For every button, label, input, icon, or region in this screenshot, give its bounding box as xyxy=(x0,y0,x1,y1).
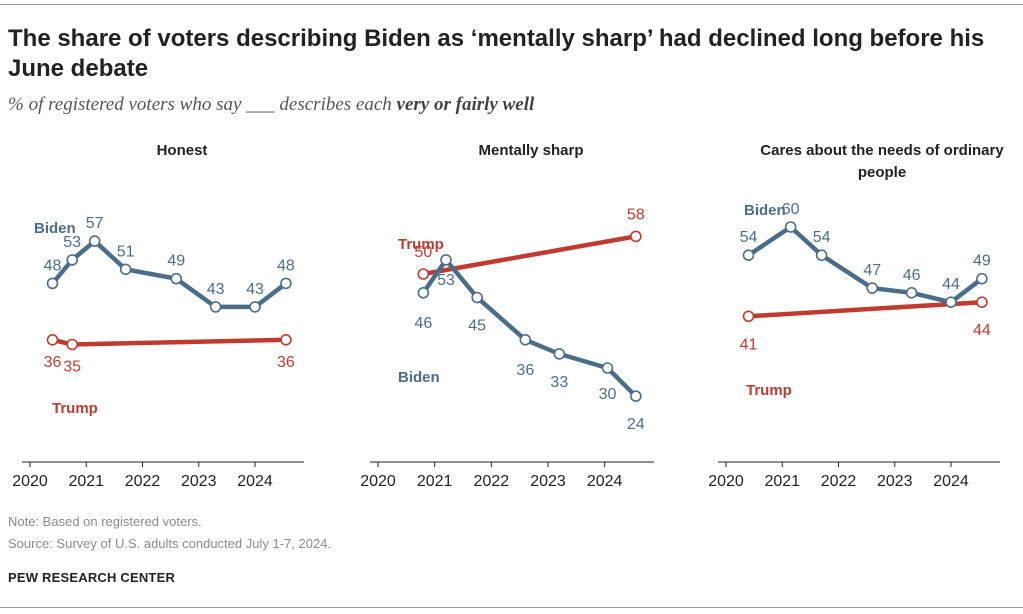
biden-point xyxy=(119,263,132,276)
biden-data-label: 53 xyxy=(437,272,455,289)
biden-data-label: 46 xyxy=(414,315,432,332)
biden-data-label: 43 xyxy=(246,281,264,298)
brand-text: PEW RESEARCH CENTER xyxy=(8,570,176,585)
biden-data-label: 60 xyxy=(782,201,800,218)
trump-point xyxy=(630,230,642,243)
trump-data-label: 44 xyxy=(973,322,991,339)
trump-data-label: 36 xyxy=(44,354,62,371)
trump-point xyxy=(280,333,292,346)
x-tick-label: 2020 xyxy=(708,473,744,490)
biden-point xyxy=(866,282,879,294)
x-tick-label: 2023 xyxy=(877,473,913,490)
biden-series-label: Biden xyxy=(398,369,440,386)
trump-point xyxy=(66,338,78,351)
panel-title-cares: Cares about the needs of ordinary people xyxy=(760,142,1004,181)
biden-point xyxy=(815,249,828,261)
biden-data-label: 24 xyxy=(627,416,645,433)
biden-data-label: 54 xyxy=(813,229,831,246)
biden-data-label: 54 xyxy=(740,229,758,246)
biden-series-label: Biden xyxy=(744,202,786,219)
trump-point xyxy=(417,268,430,280)
trump-series-label: Trump xyxy=(52,400,98,417)
trump-series-label: Trump xyxy=(746,382,792,399)
panel-title-honest: Honest xyxy=(156,142,208,159)
trump-point xyxy=(46,333,59,346)
x-tick-label: 2021 xyxy=(417,473,453,490)
biden-data-label: 44 xyxy=(942,276,960,293)
x-tick-label: 2022 xyxy=(474,473,510,490)
x-tick-label: 2021 xyxy=(764,473,800,490)
biden-data-label: 57 xyxy=(86,215,104,232)
trump-data-label: 50 xyxy=(414,244,432,261)
bottom-rule xyxy=(0,607,1023,608)
x-tick-label: 2024 xyxy=(237,473,273,490)
biden-data-label: 45 xyxy=(468,318,486,335)
x-tick-label: 2022 xyxy=(821,473,857,490)
biden-data-label: 53 xyxy=(63,234,81,251)
x-tick-label: 2023 xyxy=(530,473,566,490)
biden-data-label: 43 xyxy=(207,281,225,298)
trump-data-label: 58 xyxy=(627,206,645,223)
x-tick-label: 2023 xyxy=(181,473,217,490)
x-tick-label: 2024 xyxy=(933,473,969,490)
biden-point xyxy=(170,272,183,285)
trump-point xyxy=(742,310,755,323)
biden-point xyxy=(88,235,101,247)
source-text: Source: Survey of U.S. adults conducted … xyxy=(8,536,332,551)
subtitle-emphasis: very or fairly well xyxy=(396,94,535,115)
trump-line xyxy=(746,299,985,319)
biden-data-label: 48 xyxy=(44,257,62,274)
biden-point xyxy=(945,296,957,309)
biden-data-label: 48 xyxy=(277,257,295,274)
biden-point xyxy=(976,272,988,285)
biden-point xyxy=(280,277,292,290)
biden-data-label: 49 xyxy=(973,253,991,270)
trump-line xyxy=(421,234,639,277)
chart-subtitle: % of registered voters who say ___ descr… xyxy=(8,94,534,116)
biden-data-label: 33 xyxy=(550,374,568,391)
biden-data-label: 30 xyxy=(599,386,617,403)
x-tick-label: 2022 xyxy=(125,473,161,490)
biden-point xyxy=(417,286,430,299)
biden-data-label: 36 xyxy=(516,362,534,379)
trump-line xyxy=(50,337,289,347)
biden-data-label: 46 xyxy=(903,267,921,284)
note-text: Note: Based on registered voters. xyxy=(8,514,202,529)
top-rule xyxy=(0,4,1023,5)
biden-point xyxy=(46,277,59,290)
x-tick-label: 2020 xyxy=(360,473,396,490)
biden-series-label: Biden xyxy=(34,220,76,237)
biden-point xyxy=(471,291,483,304)
biden-point xyxy=(905,286,918,299)
trump-series-label: Trump xyxy=(398,236,444,253)
trump-data-label: 41 xyxy=(740,336,758,353)
x-tick-label: 2021 xyxy=(68,473,104,490)
biden-point xyxy=(66,254,78,266)
biden-point xyxy=(784,221,797,233)
trump-point xyxy=(976,296,988,309)
x-tick-label: 2020 xyxy=(12,473,48,490)
x-tick-label: 2024 xyxy=(587,473,623,490)
subtitle-prefix: % of registered voters who say ___ descr… xyxy=(8,94,397,115)
chart-title: The share of voters describing Biden as … xyxy=(8,25,985,82)
biden-point xyxy=(742,249,755,261)
trump-data-label: 36 xyxy=(277,354,295,371)
biden-point xyxy=(209,301,222,313)
biden-data-label: 51 xyxy=(117,243,135,260)
biden-point xyxy=(440,254,452,266)
biden-point xyxy=(630,390,642,403)
biden-point xyxy=(553,348,566,360)
biden-data-label: 49 xyxy=(167,253,185,270)
trump-data-label: 35 xyxy=(63,359,81,376)
biden-data-label: 47 xyxy=(863,262,881,279)
panel-title-mentally-sharp: Mentally sharp xyxy=(478,142,584,159)
biden-point xyxy=(519,333,532,346)
biden-point xyxy=(601,362,614,374)
biden-point xyxy=(249,301,261,313)
